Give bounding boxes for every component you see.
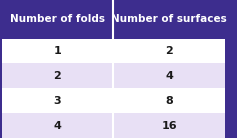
Text: 2: 2: [165, 46, 173, 56]
Bar: [2, 63, 113, 88]
Text: 1: 1: [54, 46, 61, 56]
Bar: [113, 39, 225, 63]
Text: 8: 8: [165, 96, 173, 106]
Text: Number of folds: Number of folds: [10, 14, 105, 24]
Bar: [2, 39, 113, 63]
Bar: [2, 88, 113, 113]
Text: 4: 4: [54, 121, 61, 131]
Text: 16: 16: [161, 121, 177, 131]
Text: 4: 4: [165, 71, 173, 81]
Bar: [113, 0, 225, 39]
Bar: [2, 0, 113, 39]
Text: Number of surfaces: Number of surfaces: [111, 14, 227, 24]
Bar: [2, 113, 113, 138]
Text: 3: 3: [54, 96, 61, 106]
Bar: [113, 113, 225, 138]
Bar: [113, 63, 225, 88]
Text: 2: 2: [54, 71, 61, 81]
Bar: [113, 88, 225, 113]
